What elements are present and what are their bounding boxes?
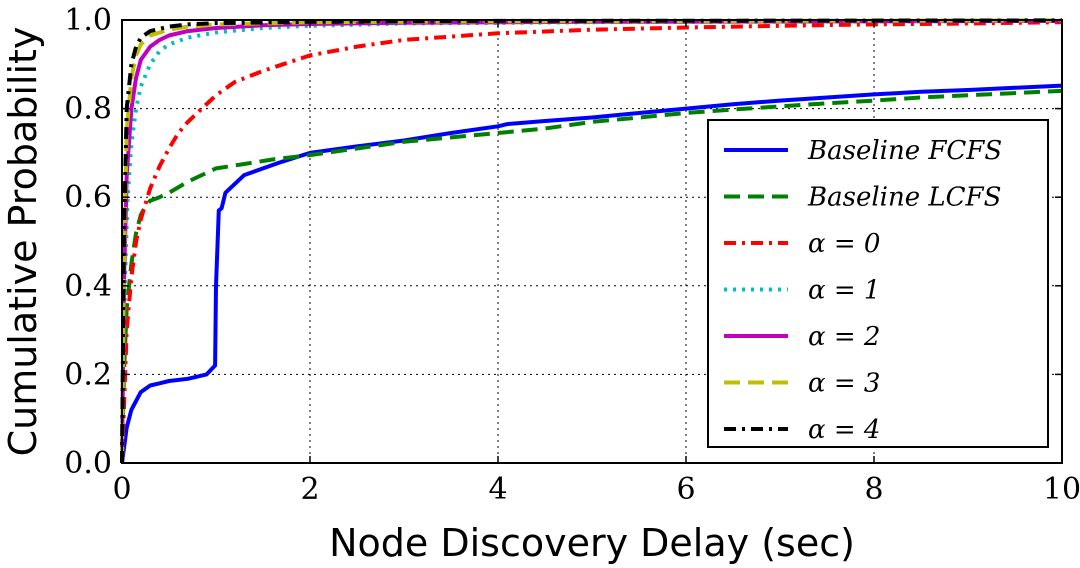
x-tick-label: 0	[112, 472, 131, 507]
x-axis-title: Node Discovery Delay (sec)	[329, 521, 855, 565]
y-tick-label: 1.0	[64, 3, 112, 38]
series-line-3	[120, 18, 1063, 464]
legend-label-4: α = 2	[808, 322, 880, 352]
series-lines	[120, 18, 1063, 464]
series-line-5	[120, 18, 1063, 464]
legend-label-0: Baseline FCFS	[807, 136, 1002, 166]
legend-label-5: α = 3	[808, 369, 880, 399]
x-tick-label: 6	[676, 472, 695, 507]
y-tick-label: 0.4	[64, 269, 112, 304]
legend-label-1: Baseline LCFS	[807, 183, 1001, 213]
legend-frame	[707, 119, 1049, 448]
legend-label-6: α = 4	[808, 415, 880, 445]
legend: Baseline FCFS Baseline LCFS α = 0 α = 1 α = …	[707, 119, 1049, 448]
x-tick-label: 10	[1043, 472, 1080, 507]
y-axis-title: Cumulative Probability	[1, 27, 45, 457]
y-tick-label: 0.0	[64, 446, 112, 481]
y-tick-label: 0.6	[64, 180, 112, 215]
y-tick-label: 0.8	[64, 92, 112, 127]
plot-frame	[121, 19, 1063, 464]
series-line-4	[120, 18, 1063, 464]
legend-label-2: α = 0	[808, 229, 880, 259]
x-tick-label: 2	[300, 472, 319, 507]
x-tick-label: 4	[488, 472, 507, 507]
axis-ticks: 0 2 4 6 8 10 0.0 0.2 0.4 0.6 0.8 1.0	[64, 3, 1080, 507]
y-tick-label: 0.2	[64, 357, 112, 392]
x-tick-label: 8	[864, 472, 883, 507]
legend-label-3: α = 1	[808, 276, 880, 306]
